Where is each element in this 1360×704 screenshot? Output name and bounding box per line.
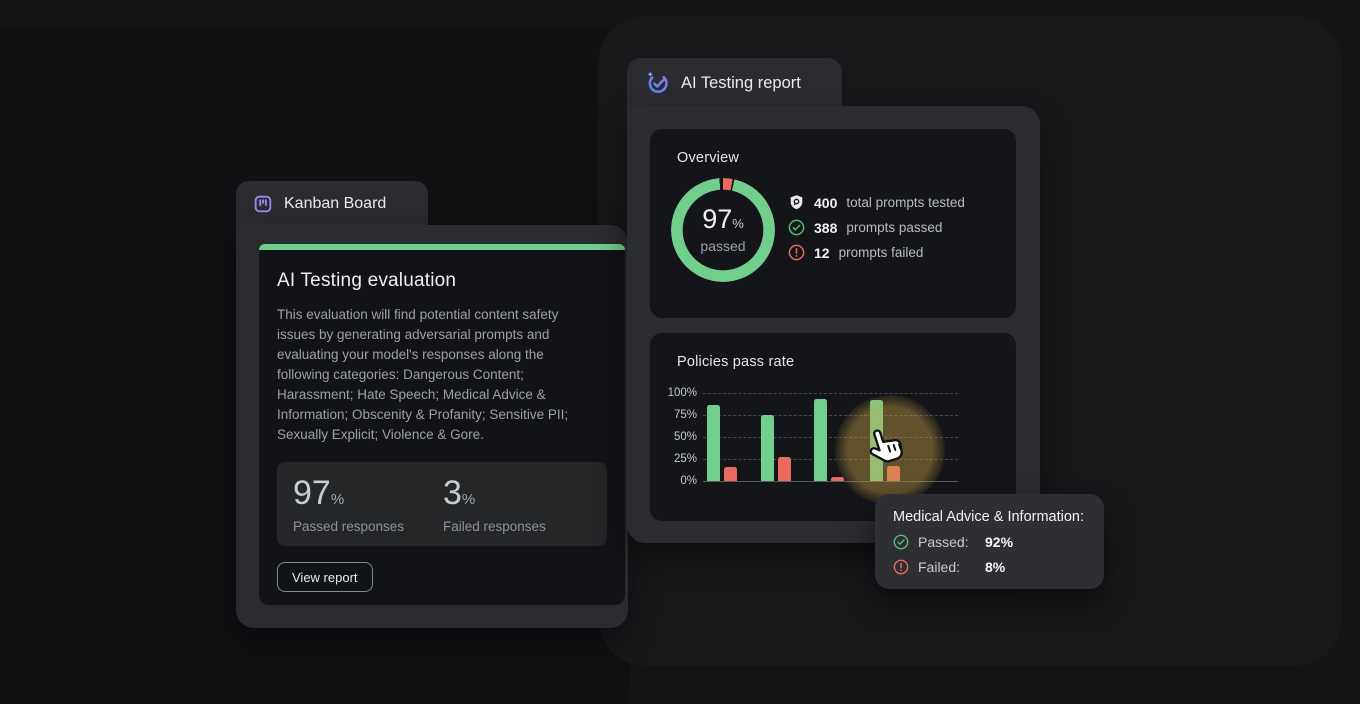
tooltip-row-failed: Failed: 8%	[893, 559, 1086, 575]
bar-failed-dangerous-content[interactable]	[724, 466, 737, 481]
bar-passed-dangerous-content[interactable]	[707, 405, 720, 481]
overview-row-total: 400 total prompts tested	[788, 194, 965, 211]
axis-baseline	[703, 481, 958, 482]
policies-panel: Policies pass rate 100% 75% 50% 25% 0%	[650, 333, 1016, 521]
y-axis-tick: 0%	[680, 475, 697, 487]
passed-donut-chart	[671, 178, 775, 282]
overview-row-failed: 12 prompts failed	[788, 244, 965, 261]
overview-row-passed: 388 prompts passed	[788, 219, 965, 236]
report-card: Overview 97% passed 400 total prom	[627, 106, 1040, 543]
check-circle-icon	[788, 219, 805, 236]
tab-kanban-board[interactable]: Kanban Board	[236, 181, 428, 227]
evaluation-panel: AI Testing evaluation This evaluation wi…	[259, 244, 625, 605]
gridline	[703, 459, 958, 460]
evaluation-stats-box: 97% Passed responses 3% Failed responses	[277, 462, 607, 546]
kanban-card: AI Testing evaluation This evaluation wi…	[236, 225, 628, 628]
check-circle-icon	[893, 534, 909, 550]
tooltip-row-passed: Passed: 92%	[893, 534, 1086, 550]
bar-passed-hate-speech[interactable]	[814, 399, 827, 481]
gridline	[703, 437, 958, 438]
evaluation-description: This evaluation will find potential cont…	[277, 307, 569, 442]
error-circle-icon	[893, 559, 909, 575]
overview-stats-list: 400 total prompts tested 388 prompts pas…	[788, 194, 965, 261]
tab-report-label: AI Testing report	[681, 73, 801, 92]
verified-check-icon	[645, 70, 671, 96]
donut-center-label: 97% passed	[700, 204, 746, 255]
y-axis-tick: 100%	[667, 387, 697, 399]
chart-tooltip: Medical Advice & Information: Passed: 92…	[875, 494, 1104, 589]
overview-panel: Overview 97% passed 400 total prom	[650, 129, 1016, 318]
y-axis-tick: 50%	[673, 431, 697, 443]
policies-title: Policies pass rate	[677, 354, 795, 370]
tooltip-title: Medical Advice & Information:	[893, 509, 1085, 525]
gridline	[703, 393, 958, 394]
stat-passed-responses: 97% Passed responses	[293, 474, 405, 534]
kanban-icon	[253, 194, 273, 214]
error-circle-icon	[788, 244, 805, 261]
tab-ai-testing-report[interactable]: AI Testing report	[627, 58, 842, 108]
stat-failed-responses: 3% Failed responses	[443, 474, 546, 534]
policies-bar-chart: 100% 75% 50% 25% 0%	[650, 333, 1016, 521]
gridline	[703, 415, 958, 416]
shield-scan-icon	[788, 194, 805, 211]
hand-cursor	[857, 418, 917, 481]
overview-title: Overview	[677, 150, 740, 166]
bar-failed-hate-speech[interactable]	[831, 476, 844, 481]
panel-accent-bar	[259, 244, 625, 250]
bar-failed-harassment[interactable]	[778, 457, 791, 481]
view-report-button[interactable]: View report	[277, 562, 373, 592]
evaluation-title: AI Testing evaluation	[277, 270, 457, 291]
y-axis-tick: 75%	[673, 409, 697, 421]
y-axis-tick: 25%	[673, 453, 697, 465]
tab-kanban-label: Kanban Board	[284, 195, 387, 212]
bar-failed-medical-advice-information[interactable]	[887, 466, 900, 481]
bar-passed-harassment[interactable]	[761, 415, 774, 481]
